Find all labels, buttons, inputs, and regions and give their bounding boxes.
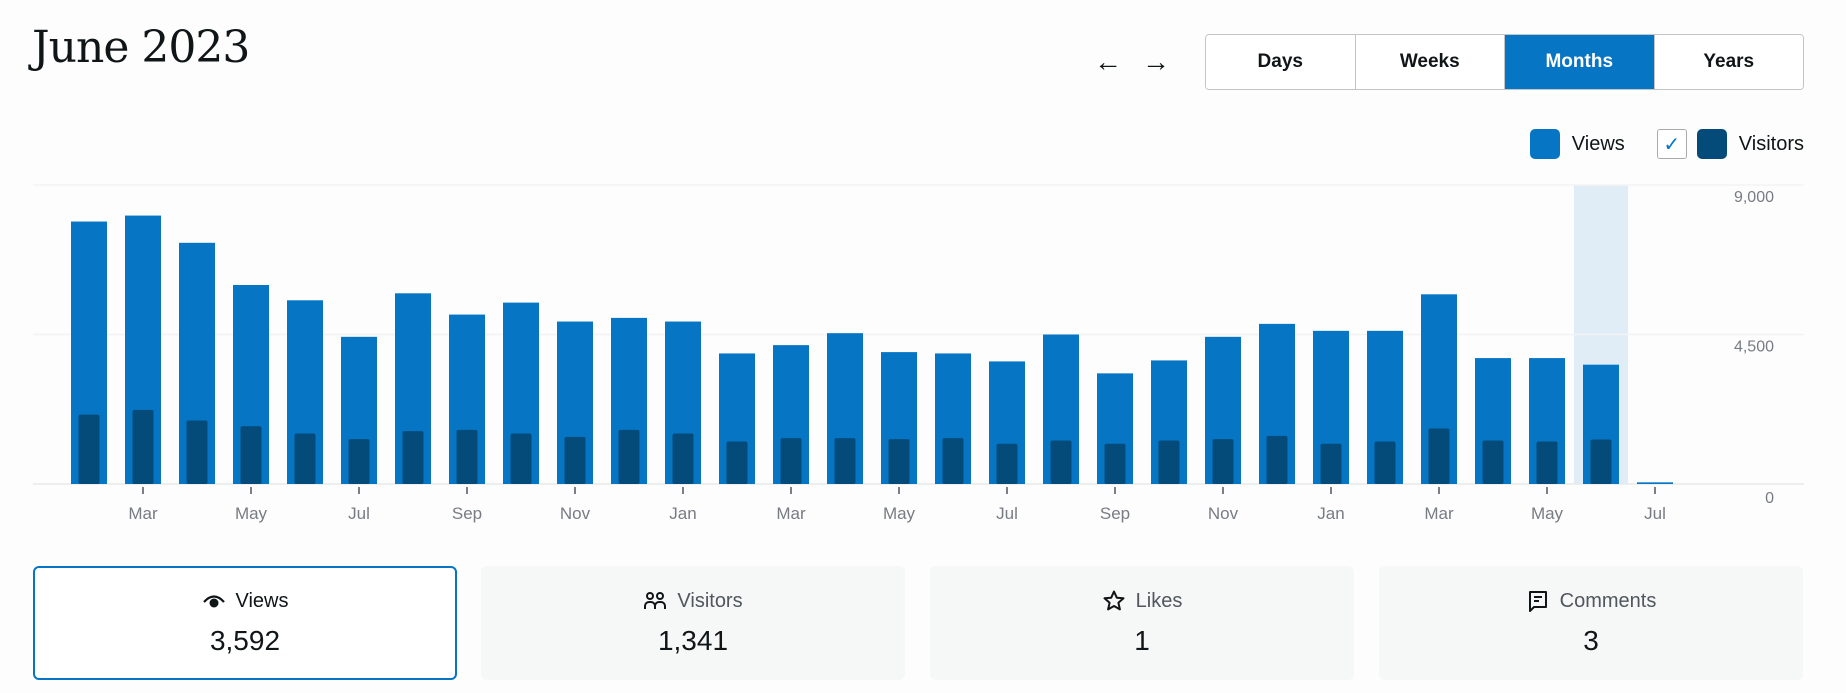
x-tick-label: May	[883, 504, 916, 523]
tab-weeks[interactable]: Weeks	[1355, 35, 1505, 89]
views-bar	[1637, 482, 1673, 484]
visitors-bar	[294, 433, 316, 484]
visitors-bar	[780, 438, 802, 484]
y-tick-label: 0	[1765, 490, 1774, 507]
x-tick-label: Jan	[669, 504, 696, 523]
chart-legend: Views ✓ Visitors	[1529, 129, 1804, 159]
x-tick-label: Jul	[348, 504, 370, 523]
visitors-bar	[402, 431, 424, 484]
tab-years[interactable]: Years	[1654, 35, 1803, 89]
visitors-bar	[672, 433, 694, 484]
visitors-checkbox[interactable]: ✓	[1656, 129, 1687, 159]
x-tick-label: May	[1531, 504, 1564, 523]
stat-card-likes[interactable]: Likes 1	[930, 566, 1354, 680]
visitors-bar	[348, 439, 370, 484]
stat-label: Visitors	[677, 589, 743, 612]
visitors-bar	[1266, 435, 1288, 484]
x-tick-label: Sep	[452, 504, 482, 523]
tab-months[interactable]: Months	[1505, 35, 1655, 89]
next-period-button[interactable]: →	[1142, 46, 1170, 77]
visitors-bar	[78, 414, 100, 484]
visitors-bar	[1050, 440, 1072, 484]
visitors-swatch	[1696, 129, 1727, 159]
period-selector: Days Weeks Months Years	[1205, 34, 1804, 90]
comment-icon	[1528, 591, 1547, 612]
visitors-bar	[564, 436, 586, 484]
x-tick-label: Nov	[560, 504, 591, 523]
visitors-bar	[1212, 439, 1234, 484]
visitors-bar	[240, 426, 262, 484]
stat-value: 3,592	[209, 625, 281, 656]
x-tick-label: Nov	[1208, 504, 1239, 523]
tab-days[interactable]: Days	[1206, 35, 1356, 89]
views-swatch	[1529, 129, 1560, 159]
stat-label: Likes	[1135, 589, 1183, 612]
visitors-bar	[456, 429, 478, 484]
visitors-bar	[618, 429, 640, 484]
visitors-bar	[1428, 428, 1450, 484]
visitors-bar	[1590, 439, 1612, 484]
x-tick-label: Sep	[1100, 504, 1130, 523]
stat-card-visitors[interactable]: Visitors 1,341	[481, 566, 905, 680]
visitors-bar	[834, 438, 856, 484]
page-title: June 2023	[32, 22, 250, 73]
visitors-bar	[1482, 440, 1504, 484]
stat-label: Comments	[1559, 589, 1657, 612]
visitors-bar	[888, 439, 910, 484]
x-tick-label: May	[235, 504, 268, 523]
people-icon	[644, 592, 667, 609]
stat-value: 1	[1134, 625, 1150, 656]
visitors-bar	[996, 443, 1018, 484]
visitors-bar	[1104, 443, 1126, 484]
eye-icon	[202, 595, 225, 608]
visitors-bar	[1320, 443, 1342, 484]
x-tick-label: Mar	[1424, 504, 1454, 523]
y-tick-label: 4,500	[1734, 339, 1774, 356]
stat-card-views[interactable]: Views 3,592	[33, 566, 457, 680]
previous-period-button[interactable]: ←	[1094, 46, 1122, 77]
x-tick-label: Mar	[776, 504, 806, 523]
visitors-bar	[510, 433, 532, 484]
stat-value: 3	[1583, 625, 1599, 656]
y-tick-label: 9,000	[1734, 189, 1774, 206]
visitors-bar	[1158, 440, 1180, 484]
views-chart: 0 4,500 9,000 Mar May Jul Sep Nov Jan Mar May Jul Se…	[33, 184, 1804, 523]
visitors-bar	[1536, 441, 1558, 484]
visitors-bar	[132, 409, 154, 484]
visitors-bar	[1374, 441, 1396, 484]
x-tick-label: Jan	[1317, 504, 1344, 523]
x-tick-label: Mar	[128, 504, 158, 523]
stat-card-comments[interactable]: Comments 3	[1379, 566, 1803, 680]
x-tick-label: Jul	[996, 504, 1018, 523]
stat-value: 1,341	[657, 625, 729, 656]
x-tick-label: Jul	[1644, 504, 1666, 523]
period-navigation: ← →	[1092, 44, 1172, 80]
legend-views-label: Views	[1571, 132, 1625, 155]
star-icon	[1103, 590, 1125, 611]
visitors-bar	[186, 420, 208, 484]
visitors-bar	[726, 441, 748, 484]
visitors-bar	[942, 438, 964, 484]
stat-label: Views	[235, 589, 289, 612]
legend-visitors-label: Visitors	[1738, 132, 1804, 155]
